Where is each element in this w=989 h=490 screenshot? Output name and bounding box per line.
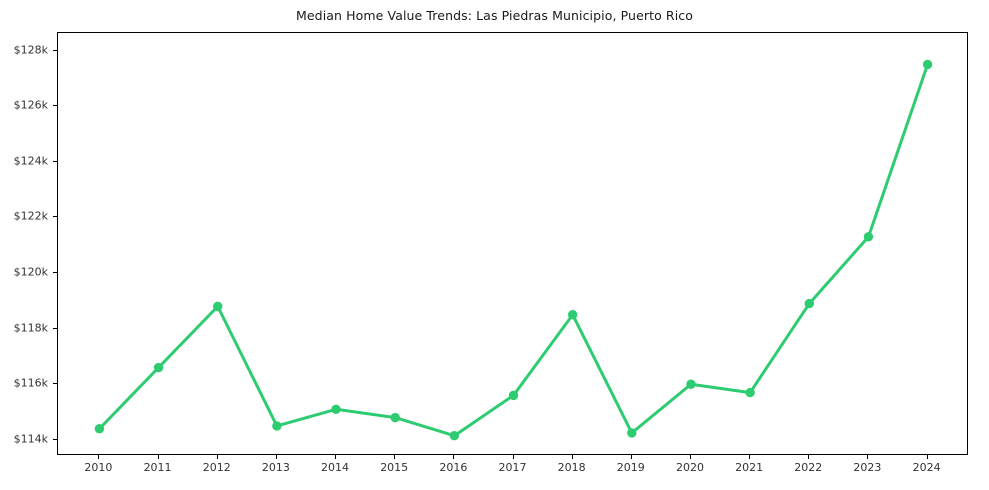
data-point-marker <box>213 301 223 312</box>
data-point-marker <box>390 412 400 423</box>
x-axis-tick-mark <box>512 455 514 459</box>
y-axis-tick-mark <box>53 49 57 51</box>
y-axis-tick-label: $122k <box>13 209 48 223</box>
x-axis-tick-label: 2022 <box>794 461 823 474</box>
data-point-marker <box>922 59 933 70</box>
data-point-marker <box>508 390 519 401</box>
x-axis-tick-label: 2010 <box>84 461 113 474</box>
x-axis-tick-mark <box>808 455 810 459</box>
x-axis-tick-label: 2011 <box>143 461 172 474</box>
y-axis-tick-label: $116k <box>13 376 48 390</box>
x-axis-tick-label: 2017 <box>498 461 527 474</box>
data-point-marker <box>804 298 814 309</box>
y-axis-tick-mark <box>53 216 57 218</box>
y-axis-tick-labels: $114k $116k $118k $120k $122k $124k $126k $128k <box>0 0 48 490</box>
x-axis-tick-mark <box>867 455 869 459</box>
x-axis-tick-label: 2013 <box>261 461 290 474</box>
x-axis-tick-mark <box>749 455 751 459</box>
x-axis-tick-label: 2024 <box>912 461 941 474</box>
chart-title: Median Home Value Trends: Las Piedras Mu… <box>295 8 693 23</box>
data-point-marker <box>686 379 696 389</box>
x-axis-tick-label: 2014 <box>321 461 350 474</box>
line-series-svg <box>94 59 933 441</box>
x-axis-tick-mark <box>926 455 928 459</box>
plot-area <box>57 32 968 455</box>
x-axis-tick-label: 2018 <box>557 461 586 474</box>
data-point-marker <box>627 428 637 438</box>
series-markers <box>94 59 933 441</box>
data-point-marker <box>863 232 874 242</box>
y-axis-tick-mark <box>53 327 57 329</box>
x-axis-tick-mark <box>630 455 632 459</box>
data-point-marker <box>94 424 105 434</box>
y-axis-tick-label: $118k <box>13 321 48 335</box>
data-point-marker <box>745 387 755 398</box>
y-axis-tick-mark <box>53 105 57 107</box>
y-axis-tick-label: $124k <box>13 154 48 168</box>
data-point-marker <box>449 431 460 441</box>
data-point-marker <box>272 421 282 431</box>
x-axis-tick-mark <box>335 455 337 459</box>
x-axis-tick-label: 2015 <box>380 461 409 474</box>
series-line-median-home-value <box>97 62 930 438</box>
y-axis-tick-mark <box>53 160 57 162</box>
x-axis-tick-label: 2021 <box>735 461 764 474</box>
data-point-marker <box>567 310 578 320</box>
data-point-marker <box>153 362 164 373</box>
x-axis-tick-mark <box>216 455 218 459</box>
x-axis-tick-label: 2019 <box>616 461 645 474</box>
y-axis-tick-label: $128k <box>13 43 48 57</box>
y-axis-tick-mark <box>53 438 57 440</box>
x-axis-tick-label: 2012 <box>202 461 231 474</box>
x-axis-tick-label: 2016 <box>439 461 468 474</box>
y-axis-tick-label: $120k <box>13 265 48 279</box>
x-axis-tick-mark <box>689 455 691 459</box>
x-axis-tick-mark <box>394 455 396 459</box>
x-axis-tick-mark <box>275 455 277 459</box>
y-axis-tick-label: $126k <box>13 98 48 112</box>
y-axis-tick-mark <box>53 272 57 273</box>
data-point-marker <box>331 404 341 414</box>
y-axis-tick-label: $114k <box>13 432 48 446</box>
x-axis-tick-mark <box>98 455 100 459</box>
x-axis-tick-mark <box>453 455 455 459</box>
x-axis-tick-mark <box>571 455 573 459</box>
y-axis-tick-mark <box>53 383 57 385</box>
x-axis-tick-label: 2020 <box>675 461 704 474</box>
x-axis-tick-label: 2023 <box>853 461 882 474</box>
x-axis-tick-mark <box>157 455 159 459</box>
